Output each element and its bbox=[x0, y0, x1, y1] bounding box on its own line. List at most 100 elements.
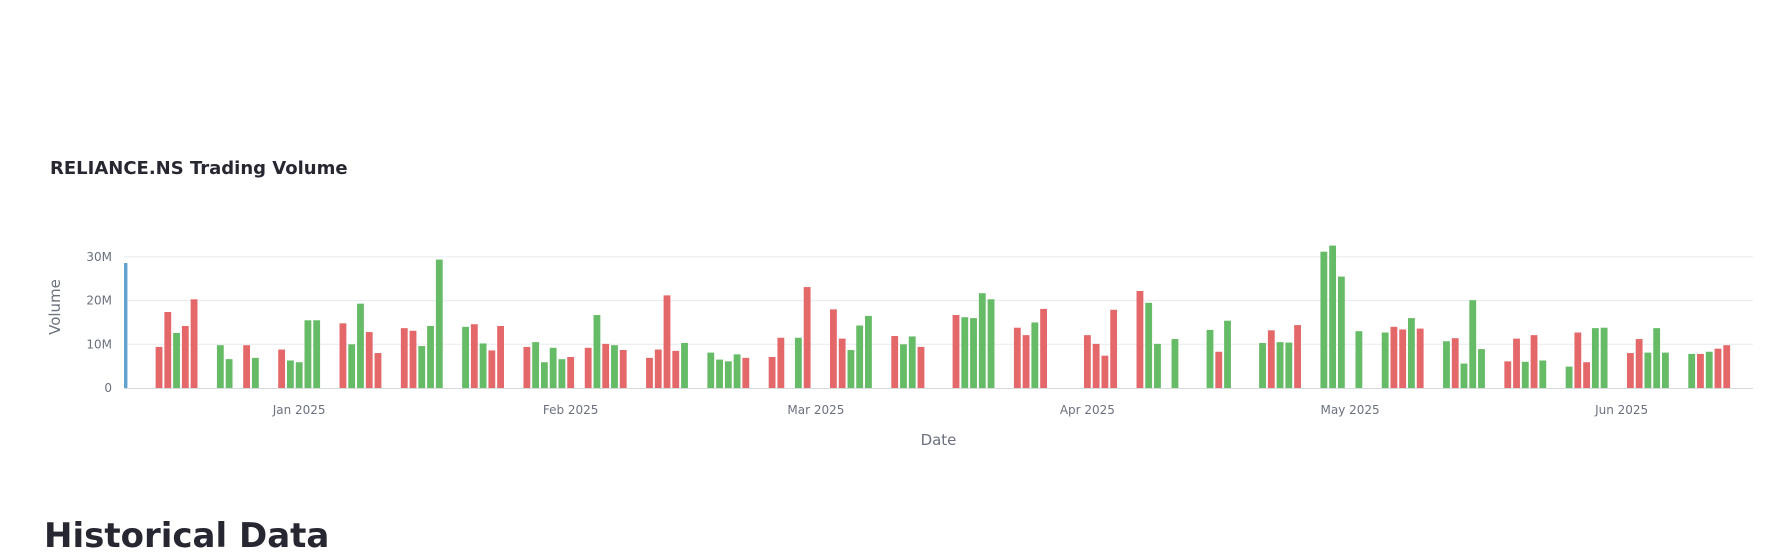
volume-bar[interactable] bbox=[488, 350, 496, 388]
volume-bar[interactable] bbox=[1635, 339, 1643, 388]
volume-bar[interactable] bbox=[865, 315, 872, 388]
volume-bar[interactable] bbox=[611, 345, 618, 388]
volume-bar[interactable] bbox=[1171, 339, 1179, 388]
volume-bar[interactable] bbox=[435, 259, 443, 388]
volume-bar[interactable] bbox=[847, 349, 855, 388]
volume-bar[interactable] bbox=[961, 317, 969, 388]
volume-bar[interactable] bbox=[243, 345, 251, 388]
volume-bar[interactable] bbox=[1294, 325, 1301, 388]
volume-bar[interactable] bbox=[1320, 251, 1328, 388]
volume-bar[interactable] bbox=[418, 346, 426, 388]
volume-bar[interactable] bbox=[1083, 335, 1091, 388]
volume-bar[interactable] bbox=[1381, 332, 1389, 388]
volume-bar[interactable] bbox=[1574, 332, 1582, 388]
volume-bar[interactable] bbox=[1697, 353, 1704, 388]
volume-bar[interactable] bbox=[1644, 352, 1652, 388]
volume-bar[interactable] bbox=[1390, 326, 1398, 388]
volume-bar[interactable] bbox=[365, 332, 373, 388]
volume-bar[interactable] bbox=[1723, 345, 1731, 388]
volume-bar[interactable] bbox=[1714, 348, 1722, 388]
volume-bar[interactable] bbox=[1583, 362, 1591, 388]
volume-bar[interactable] bbox=[619, 349, 627, 388]
volume-bar[interactable] bbox=[1626, 353, 1634, 388]
volume-bar[interactable] bbox=[1215, 351, 1223, 388]
volume-bar[interactable] bbox=[900, 344, 907, 388]
volume-bar[interactable] bbox=[1092, 343, 1100, 388]
volume-bar[interactable] bbox=[1276, 342, 1284, 388]
volume-bar[interactable] bbox=[602, 343, 610, 388]
volume-bar[interactable] bbox=[724, 361, 732, 388]
volume-bar[interactable] bbox=[523, 346, 531, 388]
volume-bar[interactable] bbox=[1136, 291, 1144, 388]
volume-bar[interactable] bbox=[540, 362, 548, 388]
volume-bar[interactable] bbox=[567, 356, 575, 388]
volume-bar[interactable] bbox=[733, 354, 741, 388]
volume-bar[interactable] bbox=[970, 318, 977, 388]
volume-bar[interactable] bbox=[532, 342, 540, 388]
volume-bar[interactable] bbox=[742, 357, 750, 388]
volume-bar[interactable] bbox=[1154, 343, 1161, 388]
volume-bar[interactable] bbox=[1206, 329, 1214, 388]
volume-bar[interactable] bbox=[908, 336, 916, 388]
volume-bar[interactable] bbox=[124, 263, 128, 388]
volume-bar[interactable] bbox=[374, 353, 382, 388]
volume-bar[interactable] bbox=[646, 357, 653, 388]
volume-bar[interactable] bbox=[1600, 327, 1608, 388]
volume-bar[interactable] bbox=[891, 336, 899, 388]
volume-bar[interactable] bbox=[707, 352, 715, 388]
volume-bar[interactable] bbox=[672, 350, 680, 388]
volume-bar[interactable] bbox=[225, 359, 233, 388]
volume-bar[interactable] bbox=[654, 349, 662, 388]
volume-bar[interactable] bbox=[1013, 327, 1021, 388]
volume-bar[interactable] bbox=[1145, 302, 1153, 388]
volume-bar[interactable] bbox=[558, 359, 566, 388]
volume-bar[interactable] bbox=[251, 357, 259, 388]
volume-bar[interactable] bbox=[1443, 341, 1450, 388]
volume-bar[interactable] bbox=[164, 311, 172, 388]
volume-bar[interactable] bbox=[155, 346, 163, 388]
volume-bar[interactable] bbox=[1662, 352, 1669, 388]
volume-bar[interactable] bbox=[978, 293, 986, 388]
volume-bar[interactable] bbox=[470, 324, 478, 388]
volume-bar[interactable] bbox=[1224, 320, 1231, 388]
volume-bar[interactable] bbox=[479, 343, 487, 388]
volume-bar[interactable] bbox=[339, 323, 347, 388]
volume-bar[interactable] bbox=[1416, 328, 1424, 388]
volume-bar[interactable] bbox=[1705, 351, 1713, 388]
volume-bar[interactable] bbox=[1355, 331, 1363, 388]
volume-bar[interactable] bbox=[987, 299, 995, 388]
volume-bar[interactable] bbox=[1504, 361, 1512, 388]
volume-bar[interactable] bbox=[1329, 245, 1337, 388]
volume-bar[interactable] bbox=[803, 287, 811, 388]
volume-bar[interactable] bbox=[181, 325, 189, 388]
volume-bar[interactable] bbox=[1478, 349, 1485, 388]
volume-bar[interactable] bbox=[952, 315, 960, 388]
volume-bar[interactable] bbox=[838, 338, 846, 388]
volume-bar[interactable] bbox=[1110, 309, 1118, 388]
volume-bar[interactable] bbox=[549, 347, 557, 388]
volume-bar[interactable] bbox=[777, 337, 785, 388]
volume-bar[interactable] bbox=[216, 345, 224, 388]
volume-bar[interactable] bbox=[1469, 300, 1477, 388]
volume-bar[interactable] bbox=[1688, 353, 1696, 388]
volume-bar[interactable] bbox=[1530, 335, 1538, 388]
volume-bar[interactable] bbox=[1521, 361, 1529, 388]
volume-bar[interactable] bbox=[593, 315, 601, 388]
volume-bar[interactable] bbox=[313, 320, 321, 388]
volume-bar[interactable] bbox=[357, 303, 364, 388]
volume-bar[interactable] bbox=[1451, 338, 1459, 388]
volume-bar[interactable] bbox=[794, 337, 802, 388]
volume-bar[interactable] bbox=[1539, 360, 1547, 388]
volume-bar[interactable] bbox=[462, 326, 469, 388]
volume-bar[interactable] bbox=[1653, 328, 1661, 388]
volume-bar[interactable] bbox=[1337, 276, 1345, 388]
volume-bar[interactable] bbox=[304, 320, 312, 388]
volume-bar[interactable] bbox=[1101, 355, 1109, 388]
volume-bar[interactable] bbox=[278, 349, 286, 388]
volume-bar[interactable] bbox=[681, 342, 688, 388]
volume-bar[interactable] bbox=[295, 362, 303, 388]
volume-bar[interactable] bbox=[1022, 335, 1030, 388]
volume-bar[interactable] bbox=[173, 332, 180, 388]
volume-bar[interactable] bbox=[190, 299, 198, 388]
volume-bar[interactable] bbox=[716, 359, 723, 388]
